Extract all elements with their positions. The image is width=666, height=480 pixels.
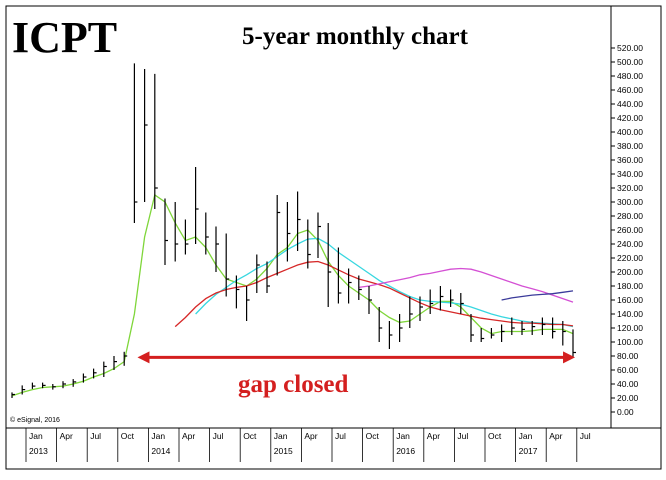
y-tick-label: 20.00 — [617, 393, 639, 403]
y-tick-label: 160.00 — [617, 295, 643, 305]
x-month-label: Apr — [549, 431, 562, 441]
y-tick-label: 520.00 — [617, 43, 643, 53]
esignal-credit: © eSignal, 2016 — [10, 416, 60, 424]
x-month-label: Oct — [488, 431, 502, 441]
x-month-label: Jan — [29, 431, 43, 441]
gap-arrow-layer — [137, 351, 576, 364]
x-month-label: Jul — [213, 431, 224, 441]
y-tick-label: 80.00 — [617, 351, 639, 361]
x-month-label: Apr — [427, 431, 440, 441]
price-bar-layer — [11, 63, 576, 398]
ticker-symbol: ICPT — [12, 13, 117, 62]
x-month-label: Jul — [457, 431, 468, 441]
y-tick-label: 240.00 — [617, 239, 643, 249]
y-tick-label: 500.00 — [617, 57, 643, 67]
gap-arrow-right-head — [563, 351, 576, 364]
price-axis: 520.00 500.00 480.00 460.00 440.00 420.00 400.… — [611, 43, 643, 417]
x-year-label: 2014 — [151, 446, 170, 456]
y-tick-label: 100.00 — [617, 337, 643, 347]
x-month-label: Jan — [396, 431, 410, 441]
y-tick-label: 280.00 — [617, 211, 643, 221]
x-year-label: 2016 — [396, 446, 415, 456]
x-month-label: Jan — [151, 431, 165, 441]
x-month-label: Jul — [90, 431, 101, 441]
y-tick-label: 360.00 — [617, 155, 643, 165]
y-tick-label: 180.00 — [617, 281, 643, 291]
y-tick-label: 320.00 — [617, 183, 643, 193]
gap-arrow-left-head — [137, 351, 150, 364]
y-tick-label: 140.00 — [617, 309, 643, 319]
y-tick-label: 420.00 — [617, 113, 643, 123]
x-month-label: Apr — [60, 431, 73, 441]
y-tick-label: 300.00 — [617, 197, 643, 207]
chart-title: 5-year monthly chart — [242, 23, 469, 50]
y-tick-label: 200.00 — [617, 267, 643, 277]
x-month-label: Apr — [182, 431, 195, 441]
x-month-label: Oct — [366, 431, 380, 441]
ma-navy-line — [501, 290, 574, 301]
y-tick-label: 380.00 — [617, 141, 643, 151]
y-tick-label: 340.00 — [617, 169, 643, 179]
date-axis: Jan Apr Jul Oct Jan Apr Jul Oct Jan Apr Jul Oct Jan A… — [25, 428, 591, 462]
y-tick-label: 260.00 — [617, 225, 643, 235]
x-month-label: Jan — [274, 431, 288, 441]
y-tick-label: 440.00 — [617, 99, 643, 109]
y-tick-label: 480.00 — [617, 71, 643, 81]
moving-average-layer — [11, 193, 574, 397]
ma-green-line — [11, 193, 574, 397]
y-tick-label: 40.00 — [617, 379, 639, 389]
x-month-label: Apr — [304, 431, 317, 441]
y-tick-label: 400.00 — [617, 127, 643, 137]
x-year-label: 2017 — [519, 446, 538, 456]
x-month-label: Jan — [519, 431, 533, 441]
y-tick-label: 120.00 — [617, 323, 643, 333]
x-year-label: 2015 — [274, 446, 293, 456]
x-month-label: Jul — [335, 431, 346, 441]
y-tick-label: 0.00 — [617, 407, 634, 417]
y-tick-label: 60.00 — [617, 365, 639, 375]
y-tick-label: 220.00 — [617, 253, 643, 263]
x-month-label: Oct — [243, 431, 257, 441]
y-tick-label: 460.00 — [617, 85, 643, 95]
x-month-label: Oct — [121, 431, 135, 441]
ma-magenta-line — [358, 267, 574, 303]
x-month-label: Jul — [580, 431, 591, 441]
gap-closed-label: gap closed — [238, 371, 349, 398]
x-year-label: 2013 — [29, 446, 48, 456]
ma-red-line — [174, 260, 574, 328]
